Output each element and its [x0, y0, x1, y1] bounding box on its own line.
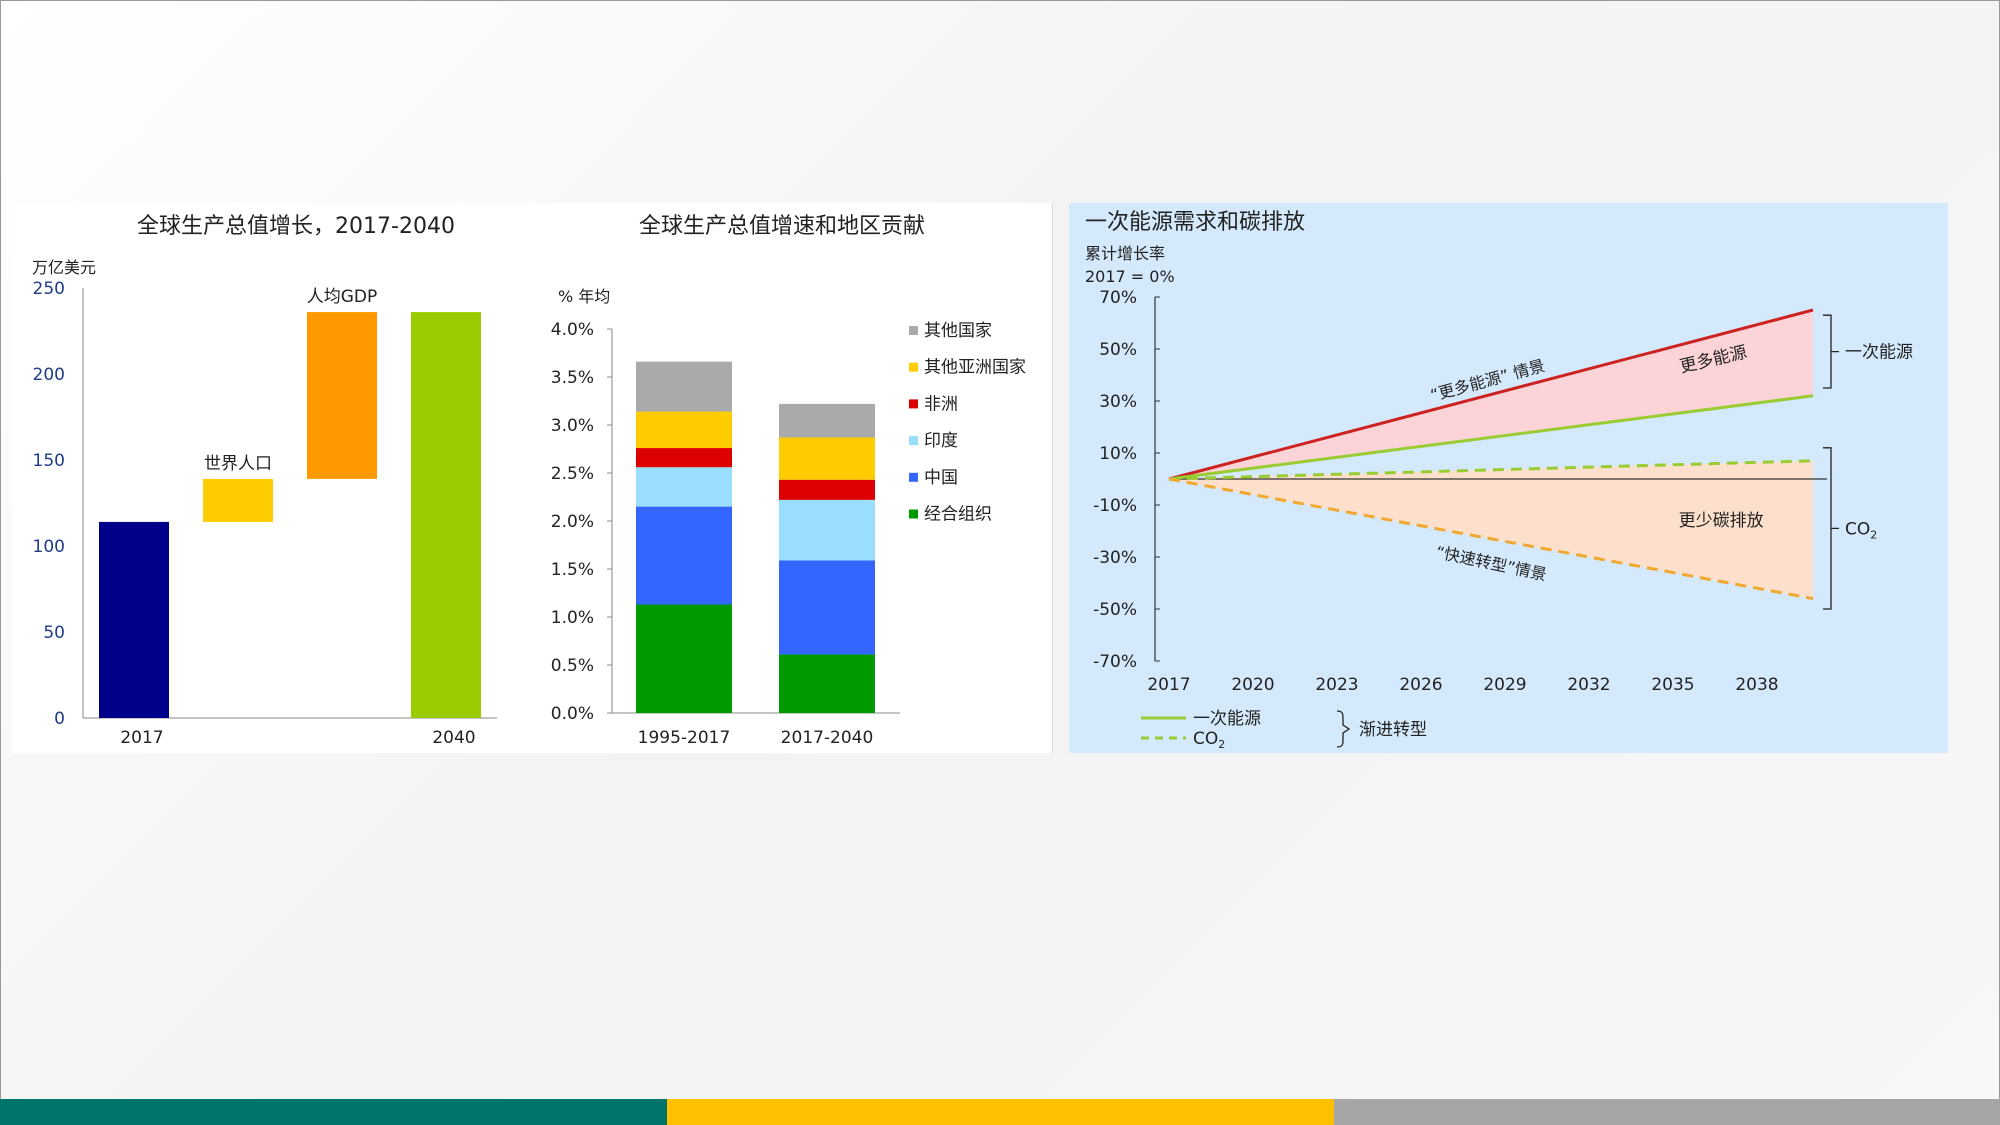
stack-segment [779, 654, 875, 713]
legend-label: 其他亚洲国家 [924, 358, 1026, 378]
y-axis-label-base: 2017 = 0% [1085, 267, 1175, 286]
bar [203, 478, 273, 522]
y-axis-label: 万亿美元 [32, 258, 96, 277]
x-tick-label: 2040 [432, 728, 475, 748]
stack-segment [779, 499, 875, 561]
legend-label: 印度 [924, 431, 958, 451]
y-tick-label: 250 [33, 279, 65, 299]
x-tick-label: 2017-2040 [781, 728, 874, 748]
x-tick-label: 1995-2017 [638, 728, 731, 748]
x-tick-label: 2035 [1651, 675, 1694, 695]
y-tick-label: 70% [1099, 288, 1137, 308]
co2-subscript: 2 [1870, 528, 1877, 541]
stack-segment [636, 361, 732, 412]
y-tick-label: 0.0% [551, 704, 594, 724]
y-tick-label: -10% [1093, 496, 1137, 516]
y-axis-label: % 年均 [558, 287, 610, 306]
chart-title: 全球生产总值增速和地区贡献 [639, 214, 925, 239]
legend-swatch [909, 399, 918, 409]
y-axis-label: 累计增长率 [1085, 244, 1165, 263]
legend-swatch [909, 509, 918, 519]
bracket-label-energy: 一次能源 [1845, 343, 1913, 363]
y-tick-label: 3.5% [551, 368, 594, 388]
gdp-growth-chart: 全球生产总值增长，2017-2040 万亿美元 0 50 100 150 200 250 201… [12, 203, 532, 753]
y-tick-label: 1.5% [551, 560, 594, 580]
legend-group-label: 渐进转型 [1359, 720, 1427, 740]
bar [307, 312, 377, 479]
y-tick-label: 2.0% [551, 512, 594, 532]
footer-bar-teal [0, 1099, 667, 1125]
bar [99, 521, 169, 718]
bracket-label-co2: CO2 [1845, 519, 1877, 541]
stack-segment [636, 506, 732, 605]
series-line [1168, 308, 1814, 481]
y-tick-label: 0.5% [551, 656, 594, 676]
x-tick-label: 2032 [1567, 675, 1610, 695]
footer-bar-gray [1334, 1099, 2000, 1125]
footer-bar-yellow [667, 1099, 1334, 1125]
bracket-co2 [1823, 447, 1839, 610]
y-tick-label: 0 [54, 709, 65, 729]
stack-segment [779, 403, 875, 438]
y-tick-label: 200 [33, 365, 65, 385]
annotation-less-carbon: 更少碳排放 [1679, 511, 1764, 531]
legend-swatch [909, 362, 918, 372]
legend-label: 经合组织 [924, 505, 992, 525]
y-tick-label: 2.5% [551, 464, 594, 484]
x-tick-label: 2017 [120, 728, 163, 748]
legend-label-co2: CO2 [1193, 729, 1225, 751]
series-line [1168, 477, 1814, 601]
panel-divider [1052, 203, 1053, 753]
x-tick-label: 2017 [1147, 675, 1190, 695]
less-carbon-band [1169, 460, 1813, 599]
y-tick-label: 4.0% [551, 320, 594, 340]
annotation-rapid-transition: “快速转型”情景 [1434, 542, 1548, 584]
bar [411, 312, 481, 718]
stack-segment [636, 448, 732, 468]
x-tick-label: 2020 [1231, 675, 1274, 695]
stack-segment [636, 411, 732, 449]
y-tick-label: 10% [1099, 444, 1137, 464]
legend-swatch [909, 472, 918, 482]
bracket-energy [1823, 314, 1839, 389]
legend-brace [1336, 710, 1351, 748]
legend-label-energy: 一次能源 [1193, 709, 1261, 729]
stack-segment [779, 437, 875, 480]
legend-swatch [909, 326, 918, 335]
co2-subscript: 2 [1218, 738, 1225, 751]
x-tick-label: 2038 [1735, 675, 1778, 695]
legend-label: 中国 [924, 468, 958, 488]
stack-segment [636, 467, 732, 507]
y-tick-label: 50% [1099, 340, 1137, 360]
x-tick-label: 2026 [1399, 675, 1442, 695]
chart-title: 全球生产总值增长，2017-2040 [137, 214, 455, 239]
y-tick-label: 150 [33, 451, 65, 471]
series-line [1168, 394, 1814, 481]
legend-swatch [909, 436, 918, 446]
y-tick-label: 3.0% [551, 416, 594, 436]
stack-segment [636, 604, 732, 713]
y-tick-label: 100 [33, 537, 65, 557]
y-tick-label: 30% [1099, 392, 1137, 412]
stack-segment [779, 560, 875, 655]
chart-title: 一次能源需求和碳排放 [1085, 210, 1305, 235]
gdp-contribution-chart: 全球生产总值增速和地区贡献 % 年均 0.0% 0.5% 1.0% 1.5% 2.0% 2.5… [532, 203, 1052, 753]
y-tick-label: 1.0% [551, 608, 594, 628]
bar-label: 世界人口 [204, 454, 272, 474]
energy-emissions-chart: 一次能源需求和碳排放累计增长率 2017 = 0% 70% 50% 30% 10% -10%… [1069, 203, 1948, 753]
y-tick-label: 50 [43, 623, 65, 643]
x-tick-label: 2023 [1315, 675, 1358, 695]
bar-label: 人均GDP [307, 287, 378, 307]
legend-label: 其他国家 [924, 321, 992, 341]
x-tick-label: 2029 [1483, 675, 1526, 695]
y-tick-label: -70% [1093, 652, 1137, 672]
stack-segment [779, 479, 875, 500]
legend-label: 非洲 [924, 394, 958, 414]
y-tick-label: -50% [1093, 600, 1137, 620]
y-tick-label: -30% [1093, 548, 1137, 568]
